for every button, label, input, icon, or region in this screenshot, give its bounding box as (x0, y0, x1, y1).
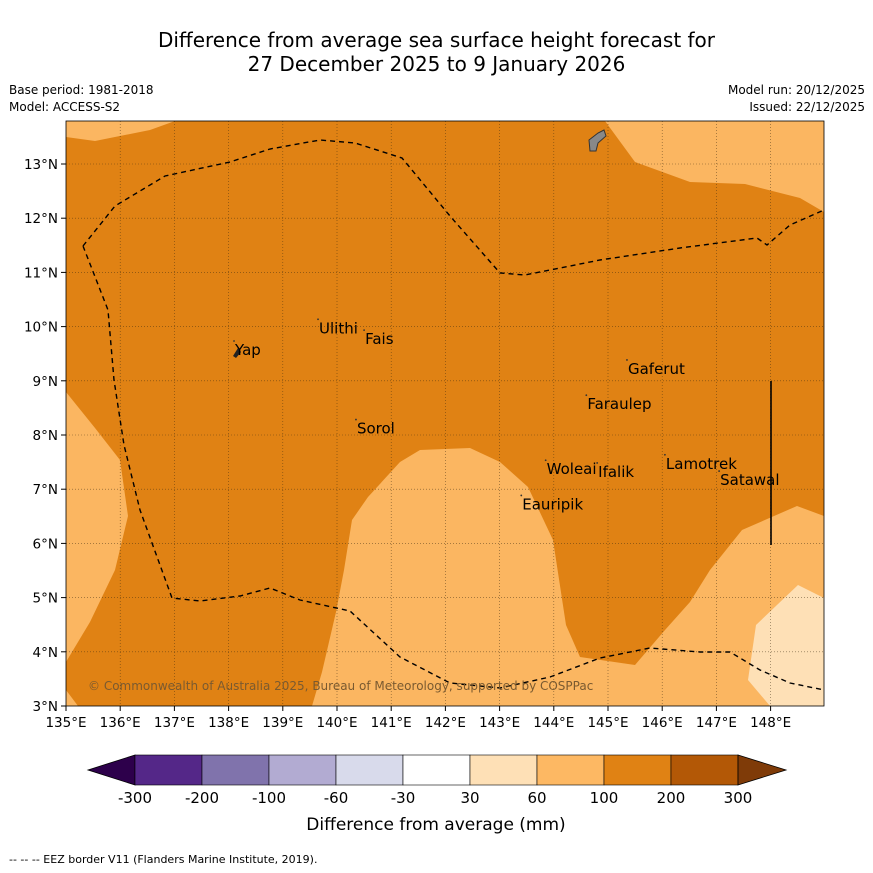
copyright-note: © Commonwealth of Australia 2025, Bureau… (88, 679, 593, 693)
colorbar-tick-label: 60 (527, 789, 546, 807)
place-marker (355, 418, 357, 421)
colorbar-box (670, 754, 739, 786)
chart-title-line2: 27 December 2025 to 9 January 2026 (247, 52, 626, 76)
chart-title-line1: Difference from average sea surface heig… (157, 28, 716, 52)
lon-tick-label: 148°E (750, 715, 791, 731)
colorbar-box (603, 754, 672, 786)
place-marker (363, 329, 365, 332)
lat-tick-label: 8°N (33, 428, 58, 444)
place-marker (596, 462, 599, 464)
lat-tick-label: 7°N (33, 482, 58, 498)
place-label-fais: Fais (365, 330, 394, 348)
lon-tick-label: 141°E (371, 715, 412, 731)
lon-tick-label: 140°E (316, 715, 357, 731)
lat-tick-label: 12°N (24, 211, 58, 227)
colorbar-tick-label: 100 (590, 789, 619, 807)
colorbar-tick-label: -100 (252, 789, 286, 807)
model-name: Model: ACCESS-S2 (9, 100, 121, 114)
lon-tick-label: 137°E (154, 715, 195, 731)
yap-island (233, 348, 241, 358)
lon-tick-label: 142°E (425, 715, 466, 731)
colorbar-tick-label: 30 (460, 789, 479, 807)
lat-tick-label: 4°N (33, 645, 58, 661)
longitude-ticks: 135°E 136°E 137°E 138°E 139°E 140°E 141°E 142°E… (45, 706, 791, 731)
place-labels: Yap Ulithi Fais Sorol Gaferut Faraulep Woleai I… (233, 318, 780, 513)
place-marker (585, 394, 588, 397)
place-marker (520, 494, 523, 497)
colorbar-tick-label: -300 (118, 789, 152, 807)
place-label-eauripik: Eauripik (522, 495, 583, 513)
place-label-ifalik: Ifalik (598, 463, 634, 481)
contour-60-100-left-patch (66, 485, 72, 540)
colorbar-tick-label: 200 (657, 789, 686, 807)
lat-tick-label: 9°N (33, 374, 58, 390)
colorbar-title: Difference from average (mm) (306, 815, 565, 835)
lon-tick-label: 136°E (100, 715, 141, 731)
map-area (66, 121, 824, 706)
lon-tick-label: 135°E (45, 715, 86, 731)
colorbar-box (268, 754, 337, 786)
place-label-satawal: Satawal (720, 471, 779, 489)
place-marker (626, 359, 628, 361)
colorbar-extend-high (737, 754, 788, 786)
issued-date: Issued: 22/12/2025 (749, 100, 865, 114)
place-marker (317, 318, 319, 321)
colorbar-box (335, 754, 404, 786)
lat-tick-label: 13°N (24, 157, 58, 173)
lon-tick-label: 145°E (587, 715, 628, 731)
lat-tick-label: 10°N (24, 320, 58, 336)
colorbar-box (536, 754, 605, 786)
guam-island (588, 129, 607, 152)
meta-right: Model run: 20/12/2025 Issued: 22/12/2025 (728, 82, 865, 116)
place-label-faraulep: Faraulep (587, 395, 651, 413)
place-label-lamotrek: Lamotrek (666, 455, 737, 473)
colorbar: -300 -200 -100 -60 -30 30 60 100 200 300 (86, 754, 788, 807)
colorbar-box (201, 754, 270, 786)
lon-tick-label: 146°E (642, 715, 683, 731)
lat-tick-label: 5°N (33, 591, 58, 607)
eez-border (82, 139, 825, 691)
place-marker (664, 453, 666, 456)
colorbar-tick-label: -60 (324, 789, 349, 807)
place-marker (544, 459, 547, 462)
place-label-yap: Yap (234, 341, 261, 359)
place-marker (718, 470, 721, 472)
lon-tick-label: 143°E (479, 715, 520, 731)
colorbar-tick-label: -30 (391, 789, 416, 807)
colorbar-box (402, 754, 471, 786)
place-label-gaferut: Gaferut (628, 360, 685, 378)
meta-left: Base period: 1981-2018 Model: ACCESS-S2 (9, 82, 154, 116)
place-marker (233, 340, 235, 342)
model-run: Model run: 20/12/2025 (727, 83, 865, 97)
contour-30-60-region (748, 585, 824, 706)
lon-tick-label: 138°E (208, 715, 249, 731)
base-period: Base period: 1981-2018 (9, 83, 154, 97)
map-grid (66, 121, 824, 706)
lon-tick-label: 144°E (533, 715, 574, 731)
contour-100-200-region (66, 121, 824, 706)
lon-tick-label: 139°E (262, 715, 303, 731)
place-label-woleai: Woleai (547, 460, 597, 478)
colorbar-tick-label: -200 (185, 789, 219, 807)
place-label-sorol: Sorol (357, 420, 395, 438)
place-label-ulithi: Ulithi (319, 319, 358, 337)
colorbar-tick-label: 300 (724, 789, 753, 807)
lat-tick-label: 3°N (33, 699, 58, 715)
lat-tick-label: 11°N (24, 265, 58, 281)
latitude-ticks: 3°N 4°N 5°N 6°N 7°N 8°N 9°N 10°N 11°N 12°N 13°N (24, 157, 66, 715)
lon-tick-label: 147°E (696, 715, 737, 731)
colorbar-box (469, 754, 538, 786)
lat-tick-label: 6°N (33, 536, 58, 552)
colorbar-box (134, 754, 203, 786)
colorbar-extend-low (86, 754, 136, 786)
eez-footer-note: -- -- -- EEZ border V11 (Flanders Marine… (9, 853, 318, 866)
